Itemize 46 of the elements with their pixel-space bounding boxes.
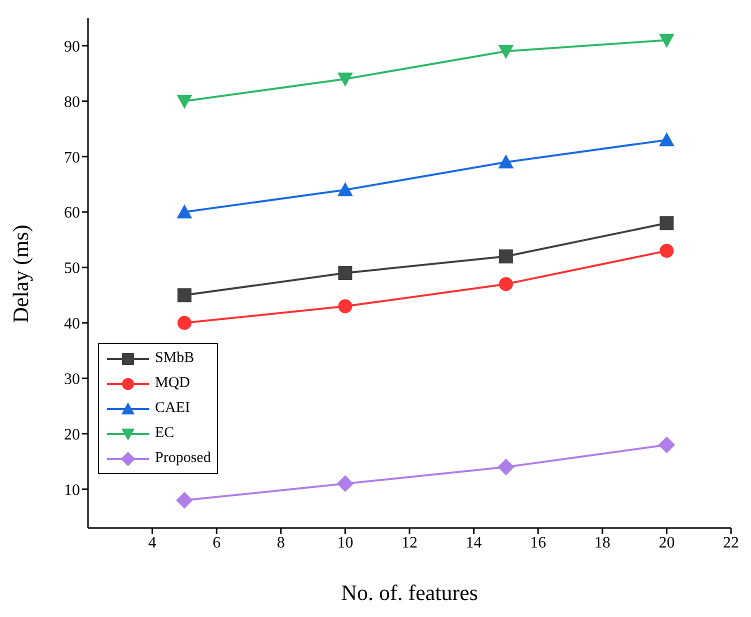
point <box>658 436 676 454</box>
point <box>660 244 674 258</box>
point <box>176 204 192 218</box>
y-tick-label: 40 <box>64 316 80 333</box>
legend-label: CAEI <box>155 400 190 417</box>
y-tick-label: 70 <box>64 149 80 166</box>
legend-label: MQD <box>155 375 190 392</box>
point <box>498 277 513 292</box>
x-axis-title: No. of. features <box>341 580 478 605</box>
x-tick-label: 16 <box>530 534 546 552</box>
x-tick-label: 20 <box>658 534 675 552</box>
legend-label: SMbB <box>155 350 194 367</box>
point <box>498 154 514 168</box>
x-tick-label: 22 <box>723 534 739 552</box>
point <box>498 44 514 59</box>
point <box>659 34 674 48</box>
y-tick-label: 60 <box>64 204 80 222</box>
point <box>498 458 514 476</box>
legend-label: EC <box>155 425 174 442</box>
point <box>338 266 352 280</box>
y-tick-label: 20 <box>64 426 80 444</box>
x-tick-label: 10 <box>337 534 354 552</box>
point <box>177 316 192 330</box>
x-tick-label: 4 <box>148 534 156 552</box>
x-tick-label: 14 <box>466 534 482 552</box>
x-tick-label: 6 <box>212 534 221 552</box>
x-tick-label: 8 <box>276 534 285 552</box>
y-tick-label: 90 <box>64 38 80 56</box>
point <box>659 132 674 146</box>
point <box>176 492 193 509</box>
point <box>176 94 192 109</box>
point <box>177 288 192 302</box>
y-tick-label: 80 <box>64 94 80 111</box>
point <box>498 249 513 264</box>
point <box>338 72 353 87</box>
point <box>338 182 353 196</box>
point <box>338 299 352 314</box>
y-tick-label: 10 <box>64 482 80 499</box>
x-tick-label: 18 <box>594 534 610 552</box>
legend-label: Proposed <box>155 450 211 467</box>
y-tick-label: 50 <box>64 260 80 278</box>
x-tick-label: 12 <box>402 534 418 552</box>
point <box>660 216 674 230</box>
y-axis-title: Delay (ms) <box>8 224 33 323</box>
y-tick-label: 30 <box>64 371 80 388</box>
point <box>336 475 354 492</box>
